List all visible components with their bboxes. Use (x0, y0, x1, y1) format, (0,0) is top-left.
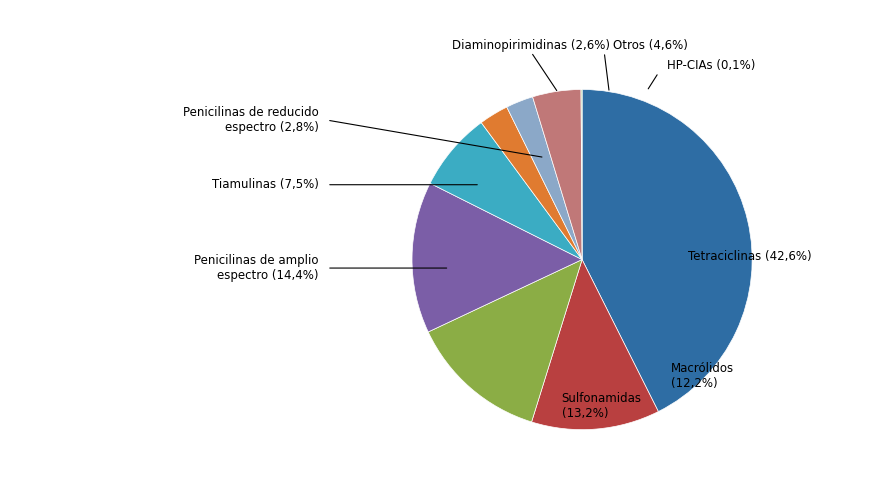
Text: Otros (4,6%): Otros (4,6%) (613, 39, 688, 52)
Text: Macrólidos
(12,2%): Macrólidos (12,2%) (671, 362, 734, 390)
Wedge shape (531, 259, 659, 429)
Text: Diaminopirimidinas (2,6%): Diaminopirimidinas (2,6%) (452, 39, 610, 52)
Wedge shape (412, 183, 582, 332)
Wedge shape (582, 89, 752, 412)
Text: Tetraciclinas (42,6%): Tetraciclinas (42,6%) (688, 249, 812, 262)
Text: Penicilinas de amplio
espectro (14,4%): Penicilinas de amplio espectro (14,4%) (194, 254, 318, 282)
Wedge shape (532, 89, 582, 259)
Wedge shape (581, 89, 582, 259)
Text: Penicilinas de reducido
espectro (2,8%): Penicilinas de reducido espectro (2,8%) (183, 106, 318, 134)
Wedge shape (507, 97, 582, 259)
Text: HP-CIAs (0,1%): HP-CIAs (0,1%) (667, 60, 756, 73)
Wedge shape (431, 123, 582, 259)
Text: Sulfonamidas
(13,2%): Sulfonamidas (13,2%) (561, 392, 642, 420)
Wedge shape (428, 259, 582, 422)
Text: Tiamulinas (7,5%): Tiamulinas (7,5%) (211, 178, 318, 191)
Wedge shape (481, 107, 582, 259)
